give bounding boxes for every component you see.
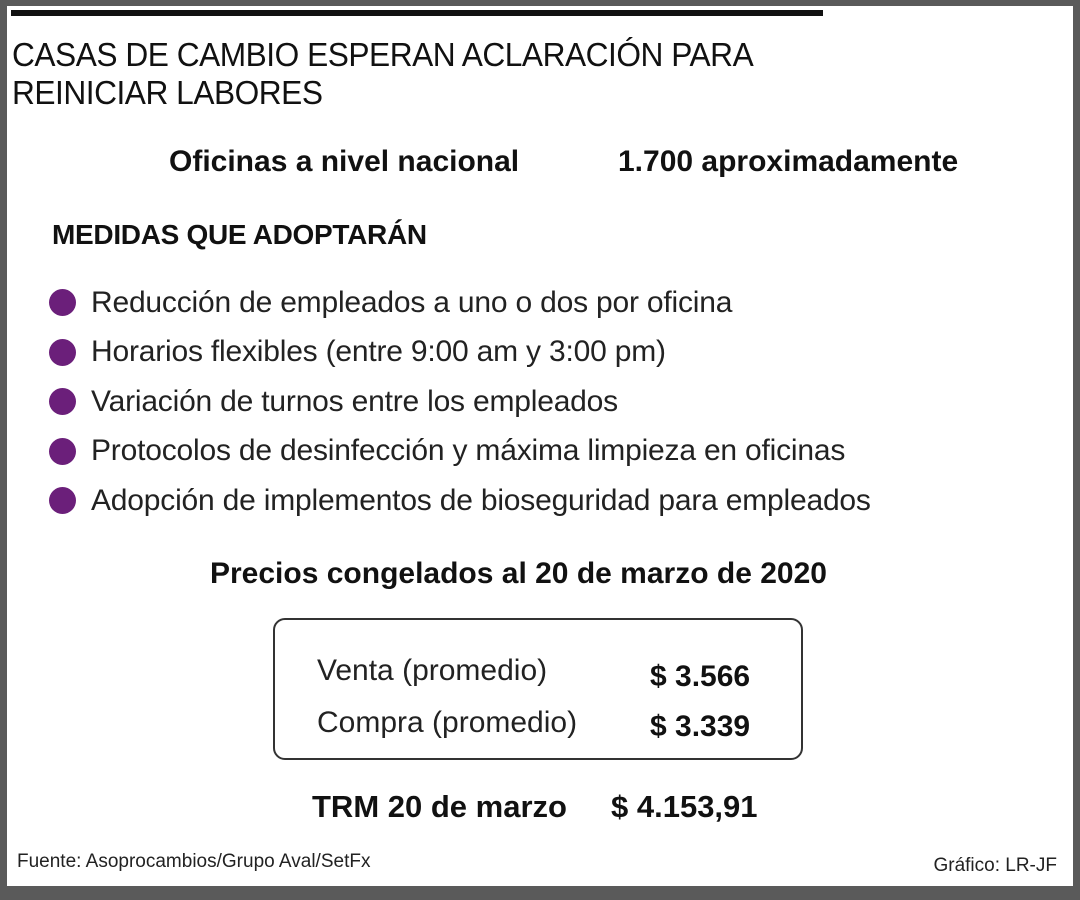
top-rule bbox=[11, 10, 823, 16]
bullet-icon bbox=[49, 289, 76, 317]
measures-title: MEDIDAS QUE ADOPTARÁN bbox=[52, 219, 427, 250]
list-item: Adopción de implementos de bioseguridad … bbox=[49, 476, 871, 526]
measure-text: Variación de turnos entre los empleados bbox=[91, 384, 618, 418]
trm-label: TRM 20 de marzo bbox=[312, 789, 567, 824]
offices-value: 1.700 aproximadamente bbox=[618, 145, 959, 178]
sell-price-label: Venta (promedio) bbox=[317, 654, 548, 687]
measure-text: Adopción de implementos de bioseguridad … bbox=[91, 483, 871, 517]
graphic-credit: Gráfico: LR-JF bbox=[933, 855, 1057, 876]
offices-label: Oficinas a nivel nacional bbox=[169, 145, 520, 178]
bullet-icon bbox=[49, 437, 76, 465]
measure-text: Reducción de empleados a uno o dos por o… bbox=[91, 285, 733, 319]
bullet-icon bbox=[49, 338, 76, 366]
list-item: Protocolos de desinfección y máxima limp… bbox=[49, 427, 871, 477]
headline: CASAS DE CAMBIO ESPERAN ACLARACIÓN PARA … bbox=[12, 36, 752, 111]
bullet-icon bbox=[49, 388, 76, 416]
list-item: Reducción de empleados a uno o dos por o… bbox=[49, 278, 871, 328]
measure-text: Horarios flexibles (entre 9:00 am y 3:00… bbox=[91, 335, 666, 369]
infographic-card: CASAS DE CAMBIO ESPERAN ACLARACIÓN PARA … bbox=[7, 6, 1073, 886]
source-note: Fuente: Asoprocambios/Grupo Aval/SetFx bbox=[17, 851, 371, 872]
measure-text: Protocolos de desinfección y máxima limp… bbox=[91, 434, 846, 468]
buy-price-label: Compra (promedio) bbox=[317, 706, 578, 739]
list-item: Variación de turnos entre los empleados bbox=[49, 377, 871, 427]
prices-heading: Precios congelados al 20 de marzo de 202… bbox=[210, 557, 827, 590]
trm-value: $ 4.153,91 bbox=[611, 789, 758, 824]
sell-price-value: $ 3.566 bbox=[650, 660, 751, 693]
list-item: Horarios flexibles (entre 9:00 am y 3:00… bbox=[49, 328, 871, 378]
measures-list: Reducción de empleados a uno o dos por o… bbox=[49, 278, 871, 526]
bullet-icon bbox=[49, 487, 76, 515]
price-box: Venta (promedio) $ 3.566 Compra (promedi… bbox=[273, 618, 803, 760]
buy-price-value: $ 3.339 bbox=[650, 710, 751, 743]
